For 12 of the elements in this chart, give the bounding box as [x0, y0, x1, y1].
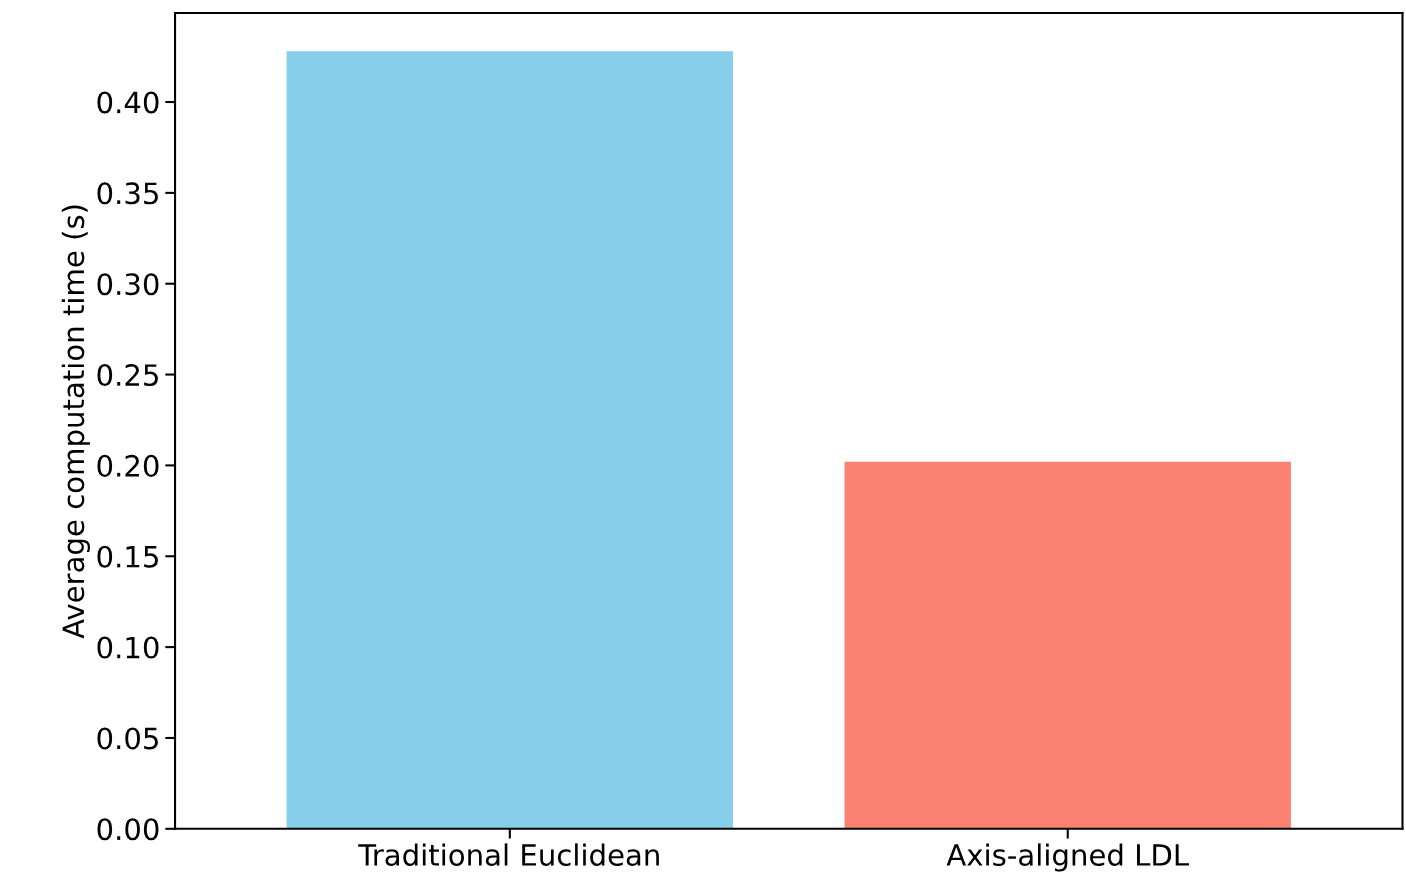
y-axis-title: Average computation time (s)	[61, 205, 90, 639]
y-tick-label: 0.05	[97, 727, 158, 750]
y-tick-label: 0.25	[97, 364, 158, 387]
y-tick-label: 0.00	[97, 818, 159, 841]
y-tick-label: 0.40	[97, 91, 159, 114]
y-tick-label: 0.10	[97, 636, 159, 659]
y-tick-label: 0.30	[97, 273, 159, 296]
x-tick-label: Axis-aligned LDL	[946, 843, 1189, 872]
y-tick-label: 0.35	[97, 182, 158, 205]
y-tick-label: 0.20	[97, 454, 159, 477]
y-tick-label: 0.15	[97, 545, 158, 568]
x-tick-label: Traditional Euclidean	[358, 843, 659, 866]
